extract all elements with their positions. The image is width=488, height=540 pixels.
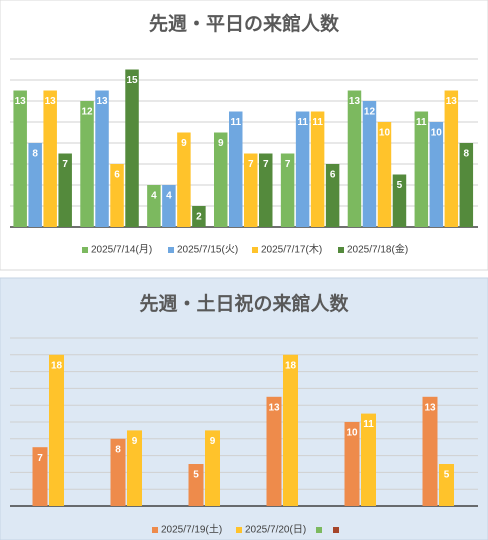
data-label: 8 <box>115 444 121 455</box>
legend-label: 2025/7/15(火) <box>177 244 238 256</box>
data-label: 13 <box>349 96 361 107</box>
bar <box>229 111 243 227</box>
legend-swatch <box>316 527 322 533</box>
data-label: 11 <box>297 117 308 128</box>
data-label: 10 <box>431 128 443 139</box>
bar <box>188 464 204 506</box>
bar <box>32 447 48 506</box>
data-label: 7 <box>248 159 254 170</box>
data-label: 6 <box>114 170 120 181</box>
bar <box>127 430 142 506</box>
data-label: 9 <box>210 436 216 447</box>
legend-swatch <box>236 527 242 533</box>
bar <box>259 153 273 227</box>
data-label: 11 <box>230 117 241 128</box>
data-label: 13 <box>424 402 436 413</box>
bar <box>49 354 64 506</box>
legend-swatch <box>252 247 258 253</box>
data-label: 4 <box>166 191 172 202</box>
data-label: 5 <box>444 470 450 481</box>
bar <box>147 185 161 227</box>
data-label: 13 <box>96 96 108 107</box>
bar <box>13 90 27 227</box>
bar <box>80 101 94 227</box>
data-label: 7 <box>263 159 269 170</box>
legend-swatch <box>82 247 88 253</box>
bar <box>43 90 57 227</box>
legend-label: 2025/7/19(土) <box>161 523 222 536</box>
bar <box>295 111 310 227</box>
bar <box>444 90 459 227</box>
data-label: 12 <box>81 107 93 118</box>
bar <box>344 422 360 506</box>
data-label: 5 <box>397 180 403 191</box>
bar <box>347 90 362 227</box>
data-label: 11 <box>312 117 323 128</box>
legend-label: 2025/7/17(木) <box>261 244 322 256</box>
bar <box>28 143 42 227</box>
bar <box>162 185 176 227</box>
bar <box>361 413 376 506</box>
bar <box>205 430 220 506</box>
bar <box>110 164 124 227</box>
bar <box>377 122 392 227</box>
bar <box>95 90 109 227</box>
bar <box>177 132 191 227</box>
data-label: 10 <box>346 428 358 439</box>
bar <box>429 122 444 227</box>
data-label: 11 <box>363 419 374 430</box>
legend-swatch <box>168 247 174 253</box>
bar <box>325 164 340 227</box>
data-label: 9 <box>181 138 187 149</box>
bar <box>362 101 377 227</box>
bar <box>110 438 126 506</box>
data-label: 11 <box>416 117 427 128</box>
data-label: 18 <box>51 360 63 371</box>
data-label: 7 <box>285 159 291 170</box>
data-label: 5 <box>193 470 199 481</box>
bar <box>439 464 454 506</box>
chart-background <box>0 277 488 540</box>
bar <box>58 153 72 227</box>
bar <box>244 153 258 227</box>
bar <box>392 174 407 227</box>
data-label: 2 <box>196 212 202 223</box>
data-label: 10 <box>379 128 391 139</box>
chart-title: 先週・土日祝の来館人数 <box>139 292 349 315</box>
legend-label: 2025/7/18(金) <box>347 243 408 256</box>
data-label: 18 <box>285 360 297 371</box>
chart-title: 先週・平日の来館人数 <box>149 12 340 35</box>
legend-swatch <box>338 247 344 253</box>
data-label: 6 <box>330 170 336 181</box>
legend-swatch <box>333 527 339 533</box>
bar <box>266 396 282 506</box>
data-label: 4 <box>151 191 157 202</box>
data-label: 13 <box>15 96 27 107</box>
legend-label: 2025/7/14(月) <box>91 244 152 256</box>
bar <box>422 396 438 506</box>
data-label: 8 <box>32 149 38 160</box>
data-label: 13 <box>268 402 280 413</box>
legend-label: 2025/7/20(日) <box>245 525 306 536</box>
data-label: 7 <box>62 159 68 170</box>
bar <box>214 132 228 227</box>
data-label: 13 <box>446 96 458 107</box>
data-label: 13 <box>45 96 57 107</box>
data-label: 15 <box>126 75 138 86</box>
data-label: 9 <box>132 436 138 447</box>
bar <box>125 69 139 227</box>
data-label: 7 <box>37 453 43 464</box>
legend-swatch <box>152 527 158 533</box>
data-label: 9 <box>218 138 224 149</box>
bar <box>280 153 295 227</box>
bar <box>283 354 298 506</box>
data-label: 8 <box>464 149 470 160</box>
bar <box>192 206 206 227</box>
data-label: 12 <box>364 107 376 118</box>
bar <box>459 143 474 227</box>
bar <box>310 111 325 227</box>
bar <box>414 111 429 227</box>
